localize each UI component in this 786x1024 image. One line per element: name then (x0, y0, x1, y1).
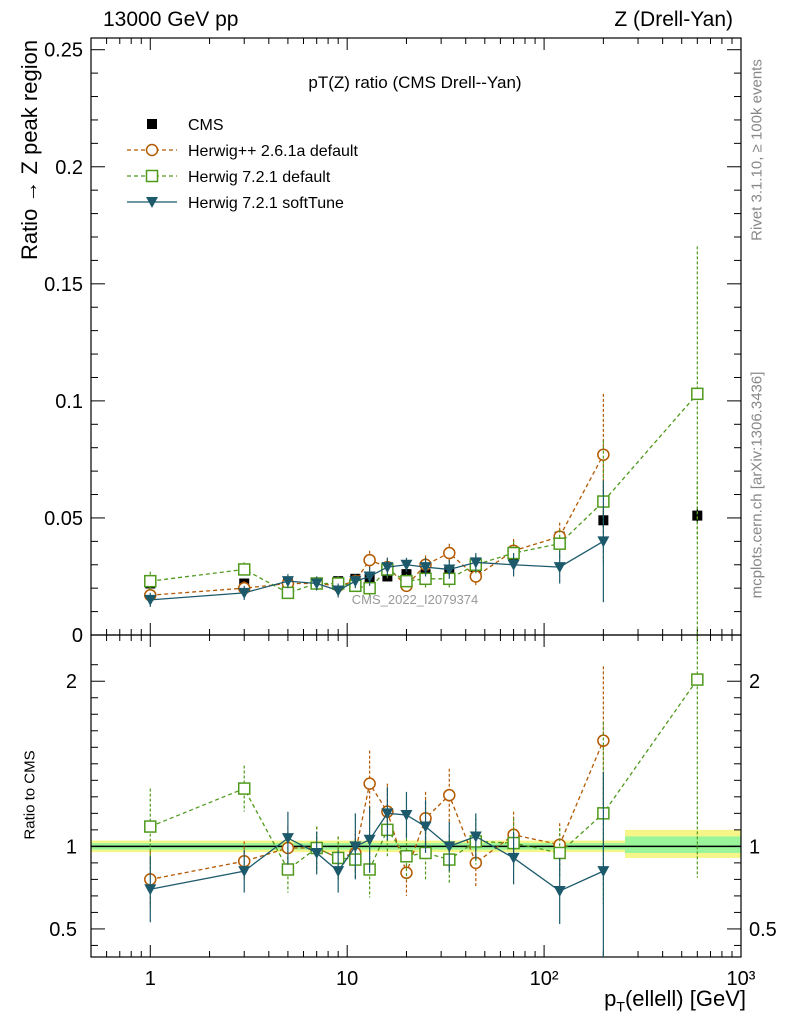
watermark-label: CMS_2022_I2079374 (352, 592, 479, 607)
ratio-frame (90, 634, 742, 958)
data-point-softtune (381, 562, 394, 574)
data-point-softtune (507, 852, 520, 864)
data-point-herwig721 (281, 586, 295, 600)
data-point-softtune (144, 884, 157, 896)
data-point-softtune (310, 578, 323, 590)
y-tick-label: 0.25 (44, 40, 83, 62)
data-point-softtune (144, 594, 157, 606)
data-point-softtune (363, 571, 376, 583)
data-point-herwig721 (144, 574, 157, 588)
data-point-herwig721 (281, 863, 295, 876)
header-energy-label: 13000 GeV pp (103, 8, 239, 31)
y-tick-label: 0.1 (55, 391, 83, 413)
data-point-softtune (238, 587, 251, 599)
data-point-herwigpp (363, 777, 376, 790)
data-point-herwigpp (597, 448, 610, 461)
data-point-softtune (469, 557, 482, 569)
ratio-y-tick-label-right: 1 (749, 836, 760, 858)
data-point-softtune (349, 841, 362, 853)
data-point-softtune (381, 808, 394, 820)
ratio-panel: 1 10 10² 10³ 0.5 0.5 1 1 2 2 (49, 481, 777, 990)
main-panel: 0 0.05 0.1 0.15 0.2 0.25 CMS_2022_I2079374 pT(Z… (44, 37, 742, 647)
data-point-softtune (146, 197, 158, 208)
x-tick-label: 10 (336, 968, 358, 990)
data-point-softtune (332, 585, 345, 597)
x-axis-label-main: p (604, 986, 617, 1011)
data-point-softtune (419, 562, 432, 574)
series-3 (144, 772, 610, 957)
ratio-y-tick-label: 1 (66, 836, 77, 858)
chart-title: pT(Z) ratio (CMS Drell--Yan) (308, 73, 521, 92)
data-point-herwigpp (363, 553, 376, 567)
data-point-herwigpp (443, 546, 456, 560)
data-point-softtune (400, 809, 413, 821)
series-1 (144, 666, 610, 908)
data-point-herwig721 (691, 673, 704, 686)
ratio-y-tick-label-right: 2 (749, 671, 760, 693)
series-2 (144, 246, 704, 600)
legend: CMS Herwig++ 2.6.1a default Herwig 7.2.1 d… (127, 117, 358, 212)
data-point-softtune (349, 576, 362, 588)
x-axis-label-sub: T (616, 998, 625, 1015)
data-point-softtune (281, 833, 294, 845)
series-line-1 (150, 454, 604, 596)
legend-label-2: Herwig 7.2.1 default (188, 169, 331, 186)
data-point-softtune (238, 866, 251, 878)
series-1 (144, 393, 610, 603)
x-axis-label: pT(ellell) [GeV] (604, 986, 746, 1014)
data-point-softtune (469, 831, 482, 843)
data-point-softtune (507, 559, 520, 571)
data-point-herwig721 (553, 846, 566, 860)
data-point-herwig721 (553, 537, 566, 550)
data-point-softtune (443, 564, 456, 576)
header-process-label: Z (Drell-Yan) (614, 8, 733, 31)
data-point-softtune (363, 834, 376, 846)
data-point-softtune (310, 847, 323, 859)
data-point-herwig721 (400, 850, 413, 863)
x-tick-label: 10² (530, 968, 559, 990)
data-point-softtune (553, 885, 566, 897)
data-point-herwig721 (237, 563, 251, 576)
data-point-herwigpp (145, 143, 159, 157)
data-point-softtune (443, 841, 456, 853)
data-point-softtune (597, 536, 610, 548)
ratio-y-tick-label: 0.5 (49, 919, 77, 941)
y-tick-label: 0.2 (55, 157, 83, 179)
y-tick-label: 0.05 (44, 508, 83, 530)
ratio-uncertainty-band (91, 829, 741, 858)
data-point-softtune (281, 576, 294, 588)
data-point-softtune (400, 559, 413, 571)
y-tick-label: 0 (72, 625, 83, 647)
x-axis-label-rest: (ellell) [GeV] (624, 986, 746, 1011)
legend-label-1: Herwig++ 2.6.1a default (188, 143, 358, 160)
data-point-herwig721 (237, 782, 251, 795)
data-point-softtune (597, 866, 610, 878)
series-line-1 (150, 740, 604, 881)
legend-label-3: Herwig 7.2.1 softTune (188, 195, 344, 212)
band-inner-highpt (625, 836, 741, 853)
x-tick-label: 1 (145, 968, 156, 990)
data-point-herwigpp (443, 788, 456, 802)
data-point-herwig721 (400, 574, 413, 588)
x-tick-label: 10³ (727, 968, 756, 990)
ratio-y-tick-label-right: 0.5 (749, 919, 777, 941)
data-point-softtune (419, 821, 432, 833)
data-point-herwig721 (691, 387, 704, 401)
y-tick-label: 0.15 (44, 274, 83, 296)
data-point-cms (692, 510, 703, 521)
data-point-softtune (553, 562, 566, 574)
data-point-cms (147, 119, 157, 129)
series-3 (144, 480, 610, 607)
data-point-herwig721 (144, 820, 157, 833)
series-line-2 (150, 679, 698, 871)
legend-label-0: CMS (188, 117, 224, 134)
data-point-softtune (332, 866, 345, 878)
ratio-y-tick-label: 2 (66, 671, 77, 693)
data-point-herwig721 (145, 169, 159, 183)
